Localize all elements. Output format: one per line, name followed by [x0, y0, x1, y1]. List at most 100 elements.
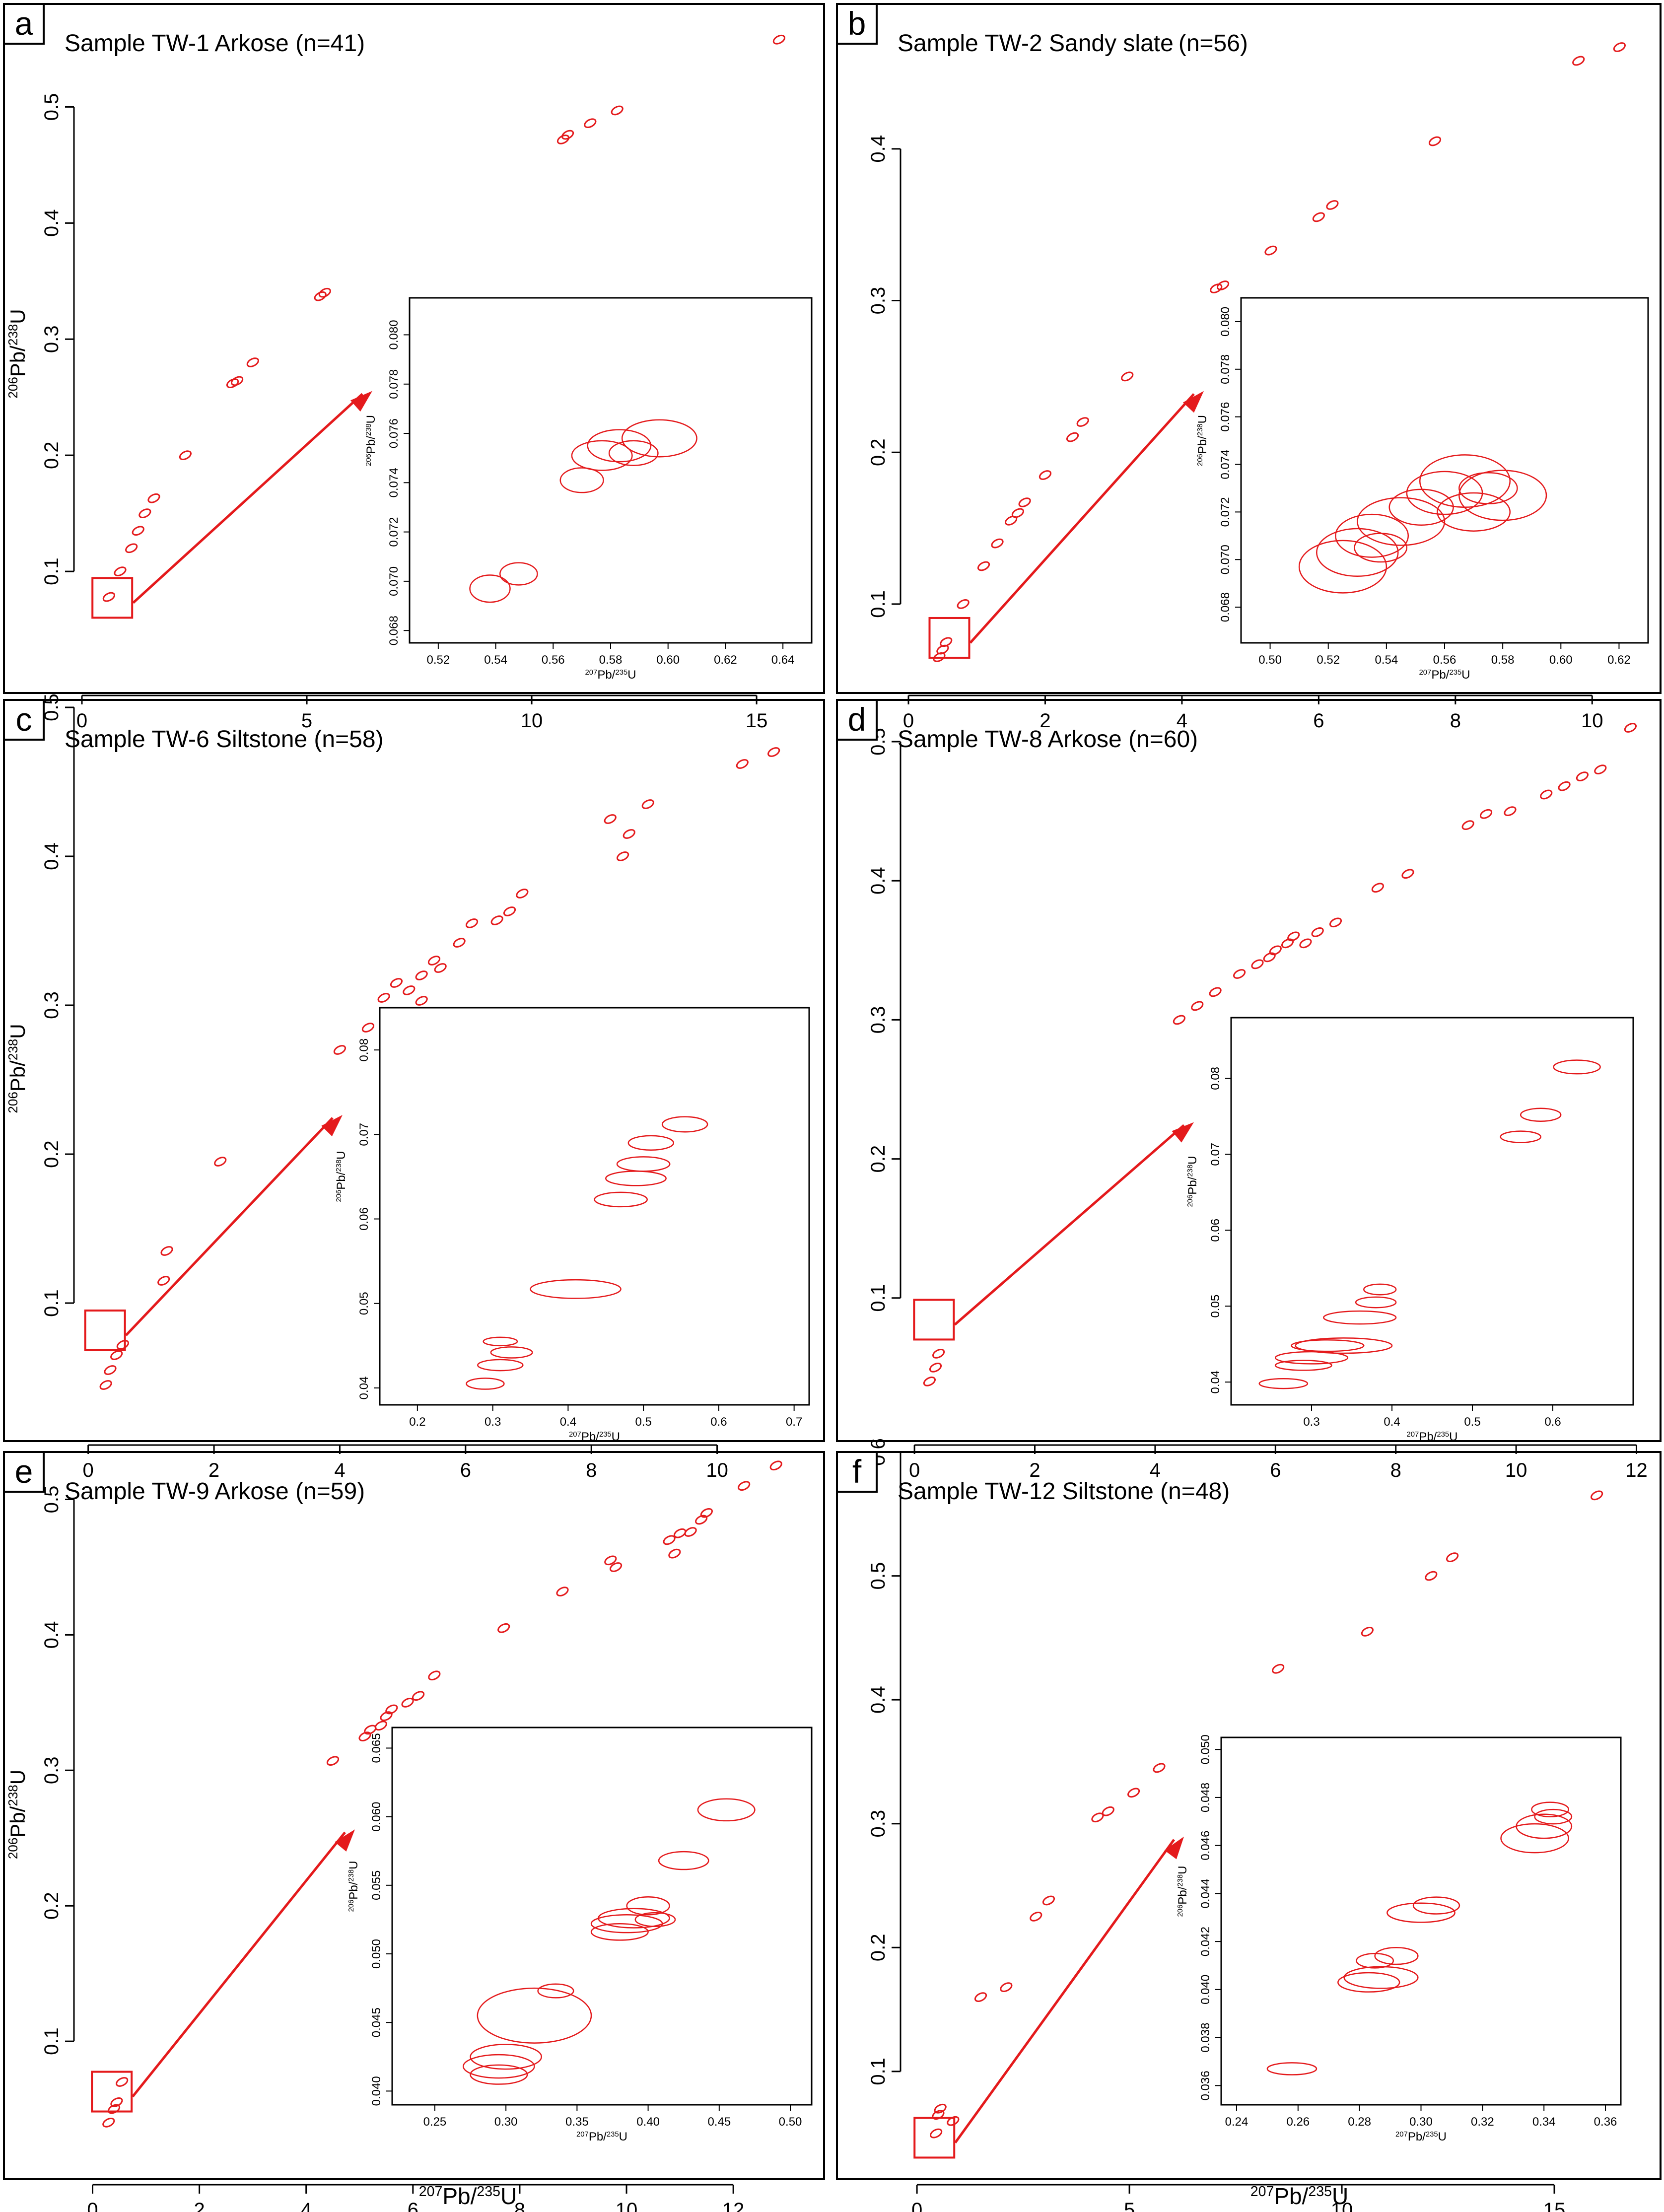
inset-data-ellipse: [477, 1359, 524, 1372]
x-tick-label: 5: [1124, 2199, 1135, 2212]
data-ellipse: [516, 889, 529, 899]
data-ellipse: [230, 376, 244, 386]
data-ellipse: [160, 1246, 173, 1256]
data-ellipse: [1446, 1552, 1459, 1562]
inset-y-tick-label: 0.080: [387, 320, 401, 349]
data-ellipse: [1066, 432, 1079, 442]
inset-x-tick-label: 0.56: [1433, 653, 1456, 667]
data-ellipse: [1504, 806, 1517, 817]
inset-x-tick-label: 0.6: [710, 1415, 727, 1429]
inset-x-tick-label: 0.6: [1544, 1415, 1561, 1429]
inset-x-tick-label: 0.62: [714, 653, 737, 667]
inset-y-tick-label: 0.072: [387, 517, 401, 547]
data-ellipse: [929, 1363, 942, 1373]
inset-y-tick-label: 0.08: [1209, 1067, 1222, 1090]
inset-y-tick-label: 0.07: [357, 1123, 371, 1146]
panel-frame: [3, 3, 825, 694]
inset-data-ellipse: [530, 1279, 622, 1299]
panel-frame: [3, 1451, 825, 2180]
zoom-arrow: [132, 1831, 346, 2098]
x-tick-label: 10: [1581, 710, 1603, 732]
data-ellipse: [1371, 883, 1384, 893]
inset-x-tick-label: 0.24: [1225, 2115, 1248, 2129]
x-tick-label: 10: [616, 2199, 638, 2212]
inset-data-ellipse: [490, 1346, 533, 1359]
data-ellipse: [214, 1157, 227, 1167]
inset-x-tick-label: 0.32: [1471, 2115, 1494, 2129]
inset-data-ellipse: [616, 1156, 671, 1172]
data-ellipse: [125, 543, 138, 553]
data-ellipse: [1540, 789, 1553, 800]
zoom-arrow: [954, 1839, 1176, 2143]
zoom-box: [913, 2117, 956, 2159]
inset-y-tick-label: 0.046: [1199, 1831, 1212, 1861]
y-tick-label: 0.1: [41, 1289, 63, 1317]
inset-data-ellipse: [590, 1923, 649, 1941]
data-ellipse: [465, 918, 479, 928]
data-ellipse: [412, 1691, 425, 1701]
inset-y-tick-label: 0.060: [370, 1802, 383, 1832]
data-ellipse: [390, 978, 403, 988]
inset-x-tick-label: 0.60: [656, 653, 680, 667]
inset-data-ellipse: [634, 1912, 676, 1927]
inset-frame: [1220, 1736, 1622, 2106]
inset-x-tick-label: 0.62: [1607, 653, 1631, 667]
data-ellipse: [1461, 820, 1474, 830]
data-ellipse: [1361, 1627, 1374, 1637]
panel-frame: [836, 1451, 1662, 2180]
data-ellipse: [415, 996, 428, 1006]
y-tick-label: 0.3: [867, 1810, 889, 1838]
inset-y-tick-label: 0.05: [1209, 1295, 1222, 1318]
inset-frame: [379, 1007, 810, 1406]
panel-e: 0 2 4 6 8 10 120.10.20.30.40.5206Pb/238U207Pb/…: [3, 1451, 825, 2212]
inset-data-ellipse: [477, 1987, 592, 2044]
inset-d: 0.3 0.4 0.5 0.6 0.04 0.05 0.06 0.07 0.08 206Pb/23…: [1186, 1017, 1634, 1444]
data-ellipse: [116, 2077, 129, 2087]
inset-x-tick-label: 0.50: [1258, 653, 1282, 667]
inset-y-tick-label: 0.078: [387, 369, 401, 399]
inset-y-tick-label: 0.040: [370, 2076, 383, 2106]
data-ellipse: [314, 291, 327, 301]
data-ellipse: [616, 851, 629, 861]
data-ellipse: [1153, 1763, 1166, 1773]
zoom-arrow-head: [1164, 1836, 1184, 1860]
inset-data-ellipse: [469, 574, 511, 603]
inset-x-axis-title: 207Pb/235U: [1406, 1430, 1457, 1444]
inset-y-tick-label: 0.050: [370, 1939, 383, 1969]
x-tick-label: 0: [87, 2199, 98, 2212]
inset-data-ellipse: [1516, 1813, 1573, 1839]
inset-data-ellipse: [1298, 540, 1387, 594]
inset-data-ellipse: [1500, 1823, 1569, 1854]
x-tick-label: 12: [722, 2199, 745, 2212]
x-tick-label: 0: [909, 1459, 920, 1481]
inset-y-tick-label: 0.070: [1219, 545, 1232, 574]
panel-letter-box: [3, 1451, 45, 1493]
panel-title: Sample TW-12 Siltstone (n=48): [898, 1478, 1230, 1505]
inset-x-tick-label: 0.7: [786, 1415, 802, 1429]
zoom-arrow-head: [335, 1829, 355, 1852]
zoom-arrow: [125, 1117, 334, 1336]
panel-title: Sample TW-9 Arkose (n=59): [65, 1478, 365, 1505]
data-ellipse: [434, 963, 447, 973]
x-tick-label: 2: [194, 2199, 205, 2212]
data-ellipse: [226, 378, 239, 389]
inset-x-tick-label: 0.5: [1464, 1415, 1480, 1429]
inset-y-tick-label: 0.040: [1199, 1975, 1212, 2005]
inset-x-tick-label: 0.3: [1303, 1415, 1319, 1429]
data-ellipse: [453, 938, 466, 948]
inset-y-tick-label: 0.045: [370, 2007, 383, 2037]
y-tick-label: 0.3: [41, 991, 63, 1019]
data-ellipse: [497, 1623, 510, 1633]
panel-letter: f: [852, 1453, 862, 1490]
y-tick-label: 0.2: [867, 1934, 889, 1961]
data-ellipse: [736, 759, 749, 769]
inset-y-tick-label: 0.080: [1219, 307, 1232, 337]
data-ellipse: [738, 1481, 751, 1491]
inset-x-tick-label: 0.40: [636, 2115, 660, 2129]
inset-y-tick-label: 0.068: [1219, 592, 1232, 622]
inset-data-ellipse: [1458, 472, 1518, 504]
inset-y-tick-label: 0.04: [1209, 1371, 1222, 1394]
inset-frame: [391, 1727, 813, 2106]
data-ellipse: [1576, 771, 1589, 781]
